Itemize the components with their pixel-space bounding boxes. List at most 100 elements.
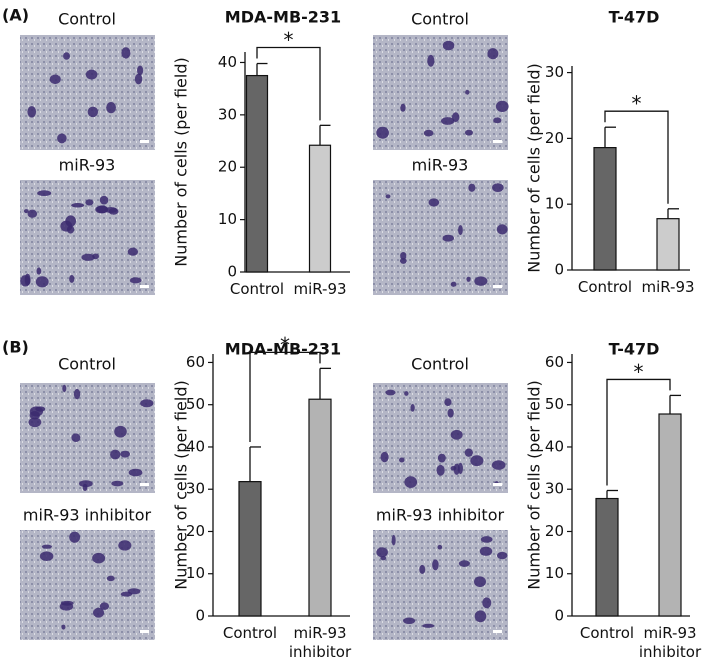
cell xyxy=(93,607,105,618)
y-tick-label: 0 xyxy=(195,607,205,625)
scale-bar xyxy=(493,483,502,486)
cell xyxy=(106,101,116,114)
x-tick-label: Control xyxy=(579,624,635,642)
image-label: miR-93 inhibitor xyxy=(23,506,152,525)
cell xyxy=(62,384,67,393)
cell xyxy=(458,224,463,236)
cell xyxy=(474,276,488,286)
cell xyxy=(487,48,499,60)
x-tick-label: miR-93 xyxy=(641,278,695,296)
bar xyxy=(593,147,617,271)
y-tick-label: 40 xyxy=(218,53,237,71)
cell xyxy=(120,591,133,597)
y-tick-label: 0 xyxy=(227,263,237,281)
cell xyxy=(69,274,75,283)
x-tick-label: Control xyxy=(222,624,278,642)
cell xyxy=(27,106,37,118)
cell xyxy=(385,194,391,199)
cell xyxy=(121,47,131,59)
chart-title: MDA-MB-231 xyxy=(225,340,341,359)
significance-bracket xyxy=(256,46,321,121)
cell xyxy=(437,544,443,550)
chart-title: MDA-MB-231 xyxy=(225,8,341,27)
cell xyxy=(442,40,455,51)
cell xyxy=(118,540,132,551)
annotation: * xyxy=(632,92,642,116)
panel-label: (B) xyxy=(2,338,29,357)
bar xyxy=(595,497,619,617)
cell xyxy=(442,234,454,242)
cell xyxy=(422,623,435,628)
cell xyxy=(470,455,484,467)
annotation: * xyxy=(634,360,644,384)
y-tick-label: 20 xyxy=(218,158,237,176)
cell xyxy=(85,199,94,206)
y-tick-label: 20 xyxy=(186,522,205,540)
micrograph xyxy=(20,35,155,150)
cell xyxy=(399,257,407,264)
cell xyxy=(73,388,81,400)
cell xyxy=(49,74,61,85)
annotation: * xyxy=(280,333,290,357)
cell xyxy=(110,449,121,460)
cell xyxy=(92,253,99,260)
cell xyxy=(423,129,434,137)
scale-bar xyxy=(493,140,502,143)
cell xyxy=(479,546,493,556)
cell xyxy=(127,247,139,256)
scale-bar xyxy=(140,483,149,486)
cell xyxy=(482,597,492,609)
scale-bar xyxy=(140,630,149,633)
cell xyxy=(432,559,439,571)
cell xyxy=(404,476,418,488)
micrograph xyxy=(20,180,155,295)
bar xyxy=(245,74,269,273)
cell xyxy=(128,468,143,477)
scale-bar xyxy=(140,285,149,288)
cell xyxy=(114,425,127,438)
cell xyxy=(496,551,508,560)
cell xyxy=(140,399,154,408)
cell xyxy=(468,183,476,192)
cell xyxy=(69,531,81,543)
y-tick-label: 40 xyxy=(186,437,205,455)
scale-bar xyxy=(140,140,149,143)
cell xyxy=(129,277,142,284)
cell xyxy=(23,209,29,214)
bar xyxy=(656,218,680,271)
image-label: miR-93 xyxy=(412,156,469,175)
cell xyxy=(440,117,455,125)
cell xyxy=(63,52,71,60)
cell xyxy=(480,536,493,543)
x-tick-label: miR-93 inhibitor xyxy=(288,624,352,660)
cell xyxy=(39,551,54,562)
cell xyxy=(41,544,53,549)
cell xyxy=(404,391,409,396)
scale-bar xyxy=(493,630,502,633)
y-axis-label: Number of cells (per field) xyxy=(172,57,191,267)
cell xyxy=(492,183,504,193)
cell xyxy=(474,610,487,623)
significance-bracket xyxy=(606,378,671,486)
cell xyxy=(27,209,38,218)
y-tick-label: 30 xyxy=(218,105,237,123)
cell xyxy=(111,480,124,487)
cell xyxy=(104,207,118,213)
y-axis-label: Number of cells (per field) xyxy=(525,380,544,590)
y-tick-label: 20 xyxy=(545,522,564,540)
cell xyxy=(496,224,508,235)
cell xyxy=(380,451,389,463)
panel-label: (A) xyxy=(2,6,29,25)
y-tick-label: 10 xyxy=(545,564,564,582)
y-tick-label: 30 xyxy=(545,480,564,498)
cell xyxy=(134,73,143,85)
y-tick-label: 10 xyxy=(186,564,205,582)
y-tick-label: 0 xyxy=(554,607,564,625)
cell xyxy=(400,252,407,260)
cell xyxy=(36,267,42,275)
y-tick-label: 60 xyxy=(545,353,564,371)
bar xyxy=(308,144,332,273)
x-tick-label: miR-93 inhibitor xyxy=(638,624,702,660)
